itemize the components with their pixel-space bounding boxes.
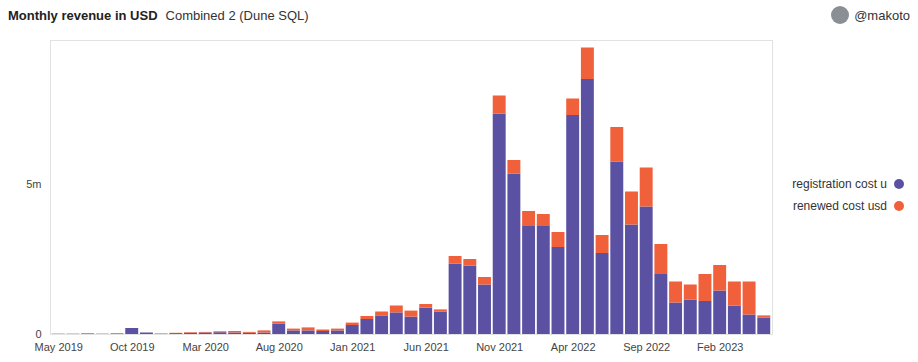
svg-text:Sep 2022: Sep 2022	[623, 341, 670, 353]
svg-text:May 2019: May 2019	[35, 341, 83, 353]
html-text:@makoto: @makoto	[854, 7, 910, 23]
svg-text:5m: 5m	[26, 178, 41, 190]
html-text:Monthly revenue in USD: Monthly revenue in USD	[8, 7, 158, 23]
html-text:renewed cost usd: renewed cost usd	[792, 199, 887, 213]
html-text:registration cost u: registration cost u	[792, 177, 887, 191]
html-text:Combined 2 (Dune SQL): Combined 2 (Dune SQL)	[165, 7, 309, 23]
svg-text:Feb 2023: Feb 2023	[697, 341, 743, 353]
svg-text:Oct 2019: Oct 2019	[110, 341, 155, 353]
svg-text:Nov 2021: Nov 2021	[476, 341, 523, 353]
svg-text:Apr 2022: Apr 2022	[551, 341, 596, 353]
svg-text:Aug 2020: Aug 2020	[256, 341, 303, 353]
svg-text:Jan 2021: Jan 2021	[330, 341, 375, 353]
svg-text:Mar 2020: Mar 2020	[182, 341, 228, 353]
svg-text:0: 0	[35, 328, 41, 340]
svg-text:Jun 2021: Jun 2021	[404, 341, 449, 353]
